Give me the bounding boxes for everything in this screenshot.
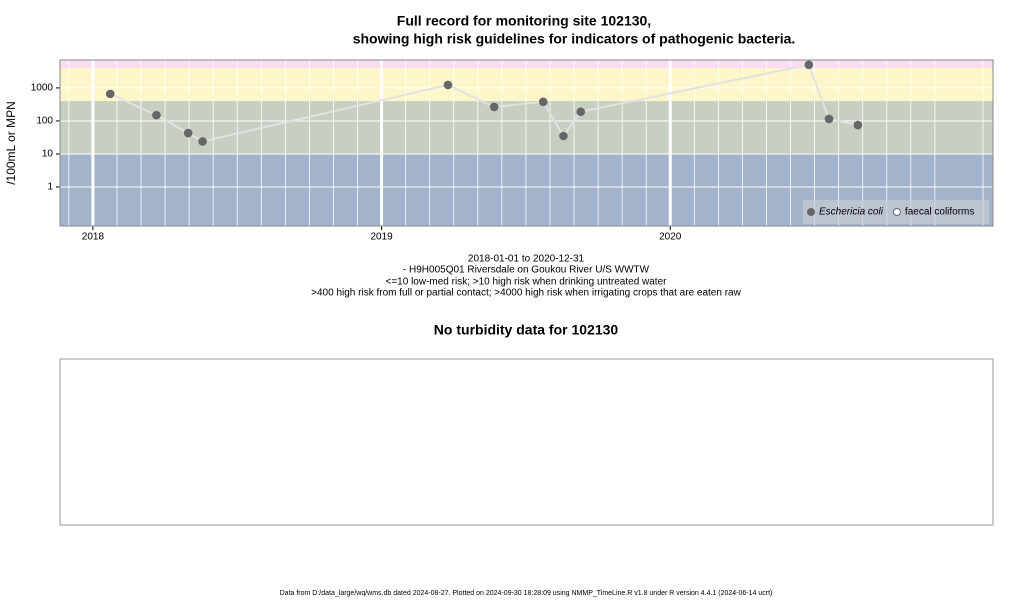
caption: <=10 low-med risk; >10 high risk when dr… (386, 277, 668, 288)
caption: 2018-01-01 to 2020-12-31 (468, 254, 585, 265)
legend-label: Eschericia coli (819, 207, 884, 218)
chart-title: No turbidity data for 102130 (434, 322, 619, 338)
data-point (183, 128, 193, 138)
risk-band (60, 101, 993, 154)
data-point (853, 120, 863, 130)
data-point (489, 102, 499, 112)
data-point (198, 137, 207, 146)
series-line (109, 63, 859, 143)
data-point (538, 97, 548, 107)
data-point (804, 60, 814, 70)
x-tick-label: 2020 (659, 232, 682, 243)
risk-band (60, 68, 993, 102)
y-tick-label: 1000 (31, 83, 54, 94)
empty-panel (59, 358, 994, 526)
data-point (105, 89, 115, 99)
chart-title: Full record for monitoring site 102130, (397, 13, 651, 29)
data-point (824, 114, 834, 124)
legend-label: faecal coliforms (905, 207, 974, 218)
risk-band (60, 60, 993, 69)
legend-marker (807, 208, 815, 216)
x-tick-label: 2018 (82, 232, 105, 243)
caption: - H9H005Q01 Riversdale on Goukou River U… (403, 265, 650, 276)
legend-marker (892, 208, 901, 216)
data-point (576, 107, 586, 117)
footer: Data from D:/data_large/wq/wms.db dated … (280, 590, 773, 597)
x-tick-label: 2019 (370, 232, 393, 243)
data-point (443, 80, 453, 90)
chart-title: showing high risk guidelines for indicat… (353, 31, 796, 47)
caption: >400 high risk from full or partial cont… (311, 288, 741, 299)
y-tick-label: 10 (42, 149, 54, 160)
plot-frame (59, 59, 994, 227)
data-point (559, 131, 568, 141)
y-tick-label: 100 (36, 116, 53, 127)
y-tick-label: 1 (47, 182, 53, 193)
data-point (152, 110, 161, 120)
y-axis-label: /100mL or MPN (4, 101, 18, 185)
